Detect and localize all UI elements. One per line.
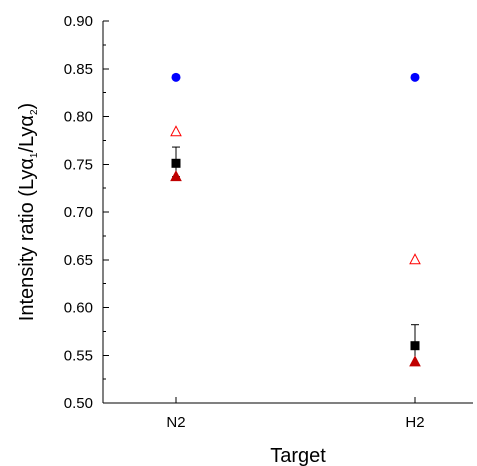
y-tick-label: 0.80 xyxy=(64,109,93,126)
y-axis-title-sub2: 2 xyxy=(29,109,40,115)
y-axis-title-sub1: 1 xyxy=(29,152,40,158)
y-tick-label: 0.55 xyxy=(64,347,93,364)
y-tick-label: 0.60 xyxy=(64,300,93,317)
x-axis-title: Target xyxy=(270,445,326,466)
data-point-open-triangle xyxy=(409,253,421,265)
tick-labels: 0.50 0.55 0.60 0.65 0.70 0.75 0.80 0.85 0.90 N2 H2 xyxy=(64,13,425,431)
y-axis-title-prefix: Intensity ratio (Ly xyxy=(16,170,38,322)
y-tick-label: 0.65 xyxy=(64,252,93,269)
data-point-square xyxy=(171,158,181,168)
y-tick-label: 0.75 xyxy=(64,156,93,173)
data-point-square xyxy=(410,341,420,351)
data-point-triangle xyxy=(409,355,421,367)
data-point-circle xyxy=(171,72,181,82)
data-point-triangle xyxy=(170,170,182,182)
x-tick-label: H2 xyxy=(405,414,424,431)
y-tick-label: 0.50 xyxy=(64,395,93,412)
y-axis-title-slash: /Ly xyxy=(16,127,38,153)
y-tick-label: 0.85 xyxy=(64,61,93,78)
y-tick-label: 0.90 xyxy=(64,13,93,30)
x-tick-label: N2 xyxy=(166,414,185,431)
data-point-circle xyxy=(410,72,420,82)
y-axis-title: Intensity ratio (Lyα1/Lyα2) xyxy=(16,103,40,321)
y-tick-label: 0.70 xyxy=(64,204,93,221)
data-point-open-triangle xyxy=(170,125,182,137)
y-axis-title-suffix: ) xyxy=(16,103,38,110)
data-marks xyxy=(170,72,421,367)
y-axis-title-alpha1: α xyxy=(16,158,38,170)
ticks xyxy=(103,20,416,404)
y-axis-title-alpha2: α xyxy=(16,115,38,127)
